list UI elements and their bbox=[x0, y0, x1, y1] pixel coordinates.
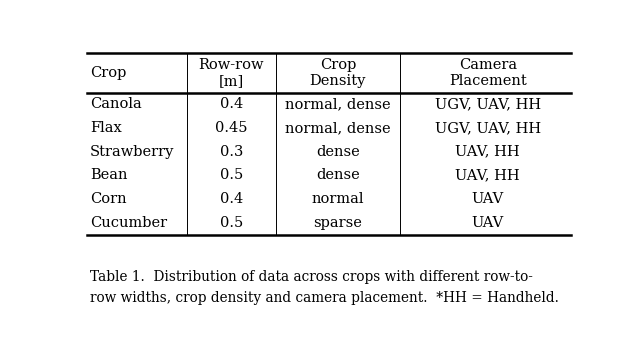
Text: Flax: Flax bbox=[90, 121, 122, 135]
Text: 0.4: 0.4 bbox=[220, 97, 243, 111]
Text: UAV, HH: UAV, HH bbox=[456, 145, 520, 159]
Text: Canola: Canola bbox=[90, 97, 141, 111]
Text: UAV: UAV bbox=[472, 216, 504, 230]
Text: sparse: sparse bbox=[314, 216, 362, 230]
Text: normal: normal bbox=[312, 192, 364, 206]
Text: Corn: Corn bbox=[90, 192, 127, 206]
Text: Row-row
[m]: Row-row [m] bbox=[198, 58, 264, 88]
Text: Crop: Crop bbox=[90, 66, 126, 79]
Text: dense: dense bbox=[316, 168, 360, 183]
Text: UGV, UAV, HH: UGV, UAV, HH bbox=[435, 97, 541, 111]
Text: Crop
Density: Crop Density bbox=[310, 58, 366, 88]
Text: Cucumber: Cucumber bbox=[90, 216, 167, 230]
Text: Strawberry: Strawberry bbox=[90, 145, 174, 159]
Text: 0.5: 0.5 bbox=[220, 216, 243, 230]
Text: 0.5: 0.5 bbox=[220, 168, 243, 183]
Text: dense: dense bbox=[316, 145, 360, 159]
Text: row widths, crop density and camera placement.  *HH = Handheld.: row widths, crop density and camera plac… bbox=[90, 291, 559, 305]
Text: Bean: Bean bbox=[90, 168, 127, 183]
Text: 0.4: 0.4 bbox=[220, 192, 243, 206]
Text: 0.3: 0.3 bbox=[220, 145, 243, 159]
Text: UAV: UAV bbox=[472, 192, 504, 206]
Text: UAV, HH: UAV, HH bbox=[456, 168, 520, 183]
Text: normal, dense: normal, dense bbox=[285, 121, 391, 135]
Text: UGV, UAV, HH: UGV, UAV, HH bbox=[435, 121, 541, 135]
Text: Camera
Placement: Camera Placement bbox=[449, 58, 527, 88]
Text: normal, dense: normal, dense bbox=[285, 97, 391, 111]
Text: 0.45: 0.45 bbox=[215, 121, 248, 135]
Text: Table 1.  Distribution of data across crops with different row-to-: Table 1. Distribution of data across cro… bbox=[90, 270, 532, 284]
